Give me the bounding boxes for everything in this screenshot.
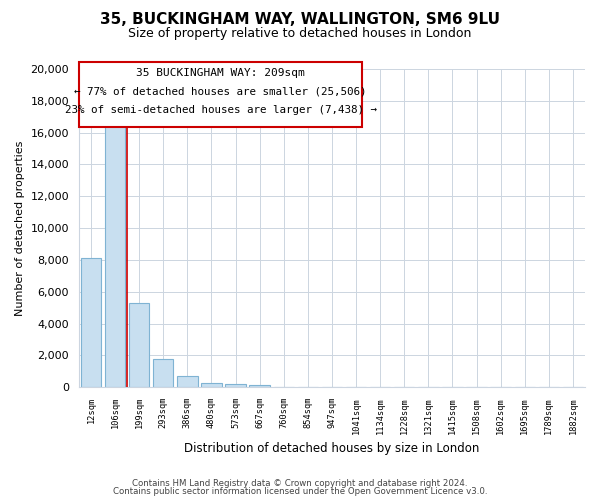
Bar [129,303,149,387]
Bar [226,384,246,387]
Text: 35 BUCKINGHAM WAY: 209sqm: 35 BUCKINGHAM WAY: 209sqm [136,68,305,78]
Text: Contains HM Land Registry data © Crown copyright and database right 2024.: Contains HM Land Registry data © Crown c… [132,478,468,488]
Bar [105,124,125,387]
Bar [201,383,221,387]
Bar [250,385,270,387]
Bar [177,376,197,387]
Y-axis label: Number of detached properties: Number of detached properties [15,140,25,316]
Bar [153,358,173,387]
Text: Size of property relative to detached houses in London: Size of property relative to detached ho… [128,28,472,40]
Text: Contains public sector information licensed under the Open Government Licence v3: Contains public sector information licen… [113,487,487,496]
Text: 35, BUCKINGHAM WAY, WALLINGTON, SM6 9LU: 35, BUCKINGHAM WAY, WALLINGTON, SM6 9LU [100,12,500,28]
Text: 23% of semi-detached houses are larger (7,438) →: 23% of semi-detached houses are larger (… [65,105,377,115]
X-axis label: Distribution of detached houses by size in London: Distribution of detached houses by size … [184,442,479,455]
Text: ← 77% of detached houses are smaller (25,506): ← 77% of detached houses are smaller (25… [74,86,367,96]
Bar [81,258,101,387]
